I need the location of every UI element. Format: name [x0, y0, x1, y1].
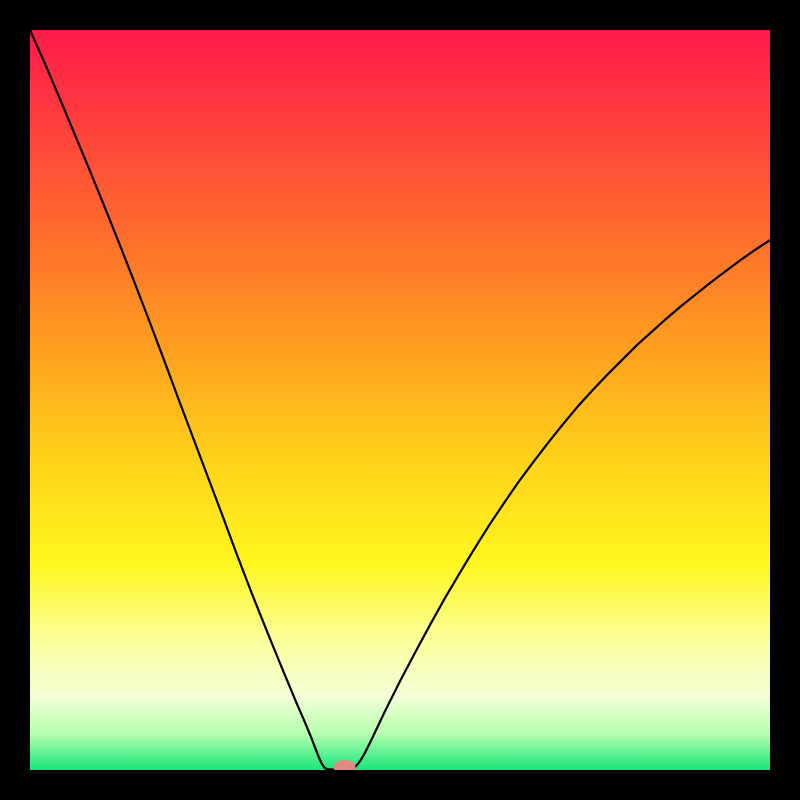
bottleneck-curve [30, 30, 770, 770]
plot-border [0, 0, 800, 800]
chart-frame: { "canvas": { "width": 800, "height": 80… [0, 0, 800, 800]
minimum-marker [334, 760, 356, 770]
curve-path [30, 30, 770, 770]
